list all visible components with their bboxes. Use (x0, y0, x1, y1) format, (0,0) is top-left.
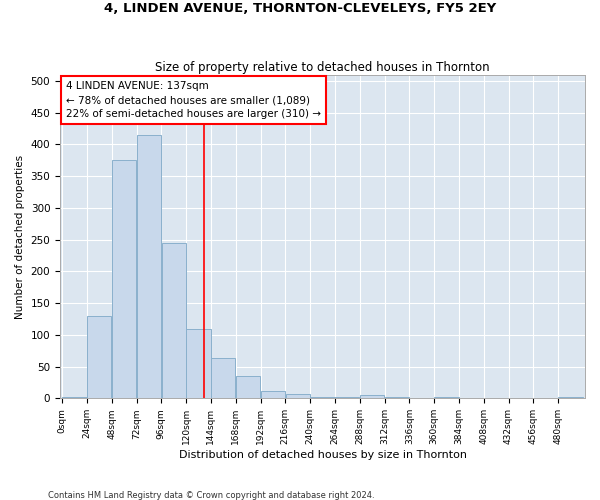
Bar (62, 397, 86, 398)
Bar (310, 397, 335, 398)
Title: Size of property relative to detached houses in Thornton: Size of property relative to detached ho… (155, 60, 490, 74)
Bar (286, 394, 310, 398)
Bar (161, 243, 186, 398)
Bar (360, 395, 384, 398)
Bar (112, 160, 136, 398)
Bar (434, 397, 458, 398)
Bar (137, 135, 161, 398)
Text: 4, LINDEN AVENUE, THORNTON-CLEVELEYS, FY5 2EY: 4, LINDEN AVENUE, THORNTON-CLEVELEYS, FY… (104, 2, 496, 16)
Bar (211, 358, 235, 399)
Bar (335, 397, 359, 398)
Bar (385, 397, 409, 398)
Bar (261, 390, 285, 398)
X-axis label: Distribution of detached houses by size in Thornton: Distribution of detached houses by size … (179, 450, 467, 460)
Bar (236, 376, 260, 398)
Text: 4 LINDEN AVENUE: 137sqm
← 78% of detached houses are smaller (1,089)
22% of semi: 4 LINDEN AVENUE: 137sqm ← 78% of detache… (66, 81, 321, 119)
Bar (559, 397, 583, 398)
Bar (187, 328, 211, 398)
Y-axis label: Number of detached properties: Number of detached properties (15, 154, 25, 318)
Text: Contains HM Land Registry data © Crown copyright and database right 2024.: Contains HM Land Registry data © Crown c… (48, 490, 374, 500)
Bar (87, 316, 112, 398)
